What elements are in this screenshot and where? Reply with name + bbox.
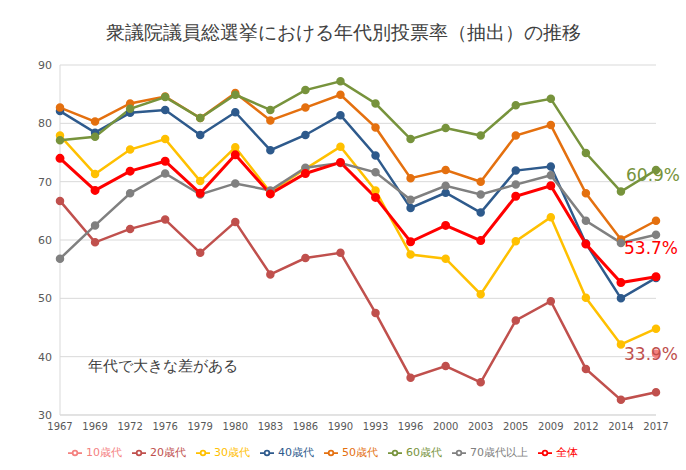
- svg-text:1972: 1972: [117, 421, 142, 432]
- svg-text:1979: 1979: [188, 421, 213, 432]
- html-text:20歳代: 20歳代: [150, 446, 186, 459]
- html-text:53.7%: 53.7%: [624, 238, 678, 258]
- svg-text:2014: 2014: [608, 421, 633, 432]
- html-text:年代で大きな差がある: 年代で大きな差がある: [88, 357, 238, 375]
- svg-text:2000: 2000: [433, 421, 458, 432]
- html-text:10歳代: 10歳代: [86, 446, 122, 459]
- svg-text:2012: 2012: [573, 421, 598, 432]
- svg-text:1986: 1986: [293, 421, 318, 432]
- svg-text:40: 40: [38, 351, 52, 364]
- html-text:衆議院議員総選挙における年代別投票率（抽出）の推移: 衆議院議員総選挙における年代別投票率（抽出）の推移: [105, 21, 581, 43]
- svg-text:50: 50: [38, 292, 52, 305]
- html-text:33.9%: 33.9%: [624, 344, 678, 364]
- svg-text:1983: 1983: [258, 421, 283, 432]
- html-text:40歳代: 40歳代: [278, 446, 314, 459]
- svg-text:1976: 1976: [152, 421, 177, 432]
- svg-text:70: 70: [38, 176, 52, 189]
- html-text:60.9%: 60.9%: [626, 165, 680, 185]
- html-text:70歳代以上: 70歳代以上: [470, 446, 528, 459]
- html-text:全体: 全体: [556, 446, 578, 459]
- svg-text:1993: 1993: [363, 421, 388, 432]
- svg-text:2009: 2009: [538, 421, 563, 432]
- svg-text:60: 60: [38, 234, 52, 247]
- svg-text:2017: 2017: [643, 421, 668, 432]
- html-text:30歳代: 30歳代: [214, 446, 250, 459]
- svg-text:1980: 1980: [223, 421, 248, 432]
- html-text:50歳代: 50歳代: [342, 446, 378, 459]
- svg-text:80: 80: [38, 117, 52, 130]
- svg-text:2003: 2003: [468, 421, 493, 432]
- svg-text:1996: 1996: [398, 421, 423, 432]
- html-text:60歳代: 60歳代: [406, 446, 442, 459]
- svg-text:2005: 2005: [503, 421, 528, 432]
- svg-text:90: 90: [38, 59, 52, 72]
- svg-text:1990: 1990: [328, 421, 353, 432]
- svg-text:1969: 1969: [82, 421, 107, 432]
- svg-text:1967: 1967: [47, 421, 72, 432]
- svg-text:30: 30: [38, 409, 52, 422]
